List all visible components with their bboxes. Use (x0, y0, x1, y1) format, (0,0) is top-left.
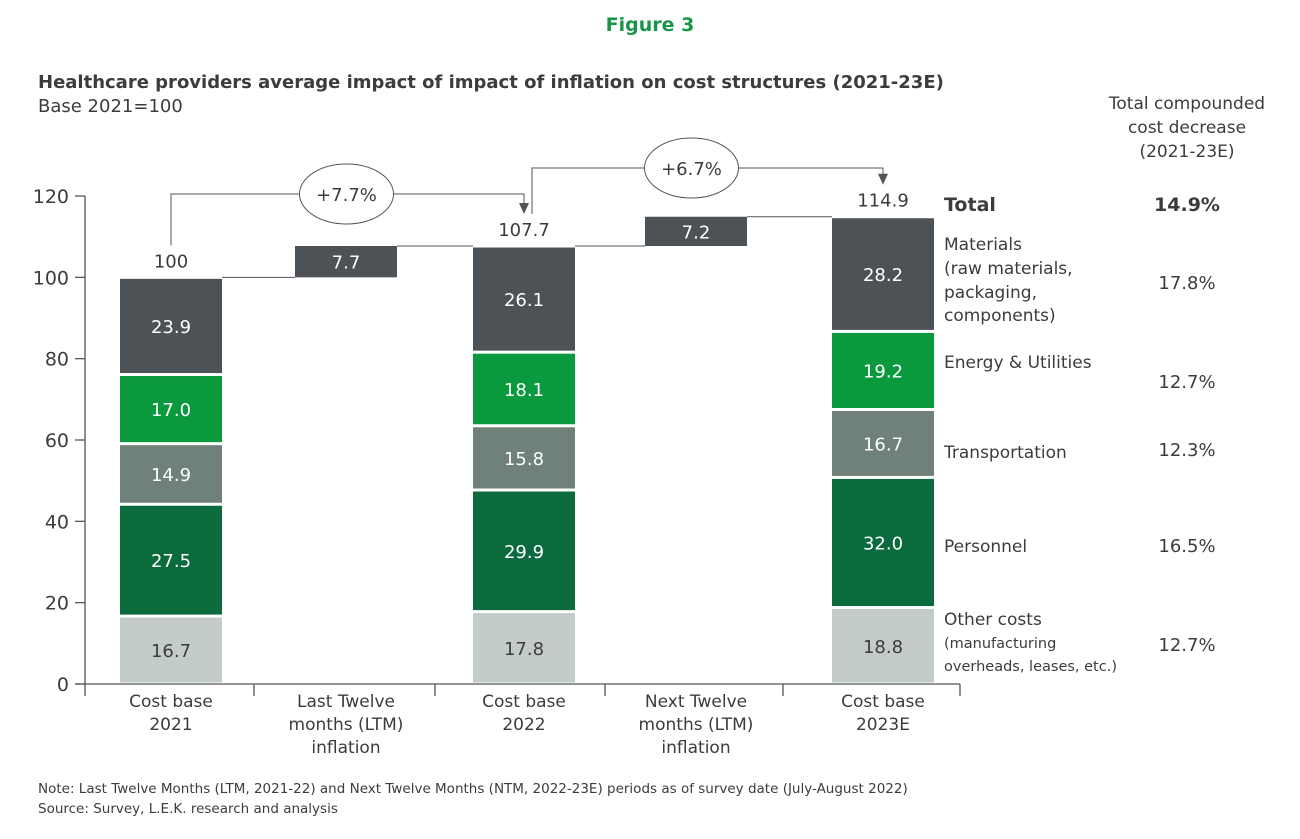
callout-label: +6.7% (661, 159, 722, 180)
legend-label: Transportation (943, 443, 1067, 463)
bar-value-label: 14.9 (151, 465, 191, 486)
arrow-icon (519, 203, 529, 215)
bar-value-label: 27.5 (151, 551, 191, 572)
legend-label: Total (944, 194, 996, 216)
legend-label: packaging, (944, 283, 1037, 303)
bar-segment-other-costs (120, 617, 222, 683)
x-tick-label: Next Twelve (645, 692, 747, 712)
bar-value-label: 32.0 (863, 533, 903, 554)
bar-value-label: 16.7 (151, 641, 191, 662)
x-tick-label: Last Twelve (297, 692, 395, 712)
legend-label: (raw materials, (944, 259, 1073, 279)
y-tick-label: 80 (45, 349, 69, 371)
x-tick-label: 2023E (856, 715, 910, 735)
x-tick-label: 2022 (502, 715, 545, 735)
chart-title: Healthcare providers average impact of i… (38, 72, 944, 93)
bar-value-label: 29.9 (504, 542, 544, 563)
increment-bar (295, 246, 397, 278)
bar-segment-materials (473, 247, 575, 351)
callout-label: +7.7% (316, 185, 377, 206)
panel-value: 12.7% (1158, 635, 1215, 656)
bar-value-label: 28.2 (863, 265, 903, 286)
callout-bubble (299, 163, 394, 225)
callout-bubble (644, 137, 739, 199)
bar-segment-energy-utilities (832, 332, 934, 408)
chart-source: Source: Survey, L.E.K. research and anal… (38, 801, 338, 817)
bar-value-label: 16.7 (863, 434, 903, 455)
increment-label: 7.7 (332, 253, 361, 274)
y-tick-label: 120 (33, 186, 69, 208)
bar-value-label: 23.9 (151, 317, 191, 338)
x-tick-label: Cost base (129, 692, 213, 712)
x-tick-label: months (LTM) (289, 715, 404, 735)
bar-value-label: 18.1 (504, 380, 544, 401)
panel-header: (2021-23E) (1139, 142, 1234, 162)
y-tick-label: 100 (33, 267, 69, 289)
panel-header: Total compounded (1108, 94, 1265, 114)
bar-value-label: 18.8 (863, 637, 903, 658)
arrow-icon (878, 173, 888, 185)
y-tick-label: 60 (45, 430, 69, 452)
x-tick-label: Cost base (482, 692, 566, 712)
bar-segment-transportation (473, 427, 575, 489)
bar-segment-energy-utilities (120, 376, 222, 443)
bar-segment-materials (120, 278, 222, 374)
chart-note: Note: Last Twelve Months (LTM, 2021-22) … (38, 781, 908, 797)
legend-label: Materials (944, 235, 1022, 255)
bar-value-label: 17.0 (151, 400, 191, 421)
panel-value: 12.3% (1158, 440, 1215, 461)
panel-value: 17.8% (1158, 273, 1215, 294)
bar-segment-transportation (832, 411, 934, 476)
total-label: 107.7 (498, 220, 550, 241)
panel-value: 12.7% (1158, 372, 1215, 393)
increment-label: 7.2 (682, 222, 711, 243)
bar-segment-energy-utilities (473, 353, 575, 425)
y-tick-label: 0 (57, 674, 69, 696)
bar-segment-other-costs (473, 613, 575, 683)
x-tick-label: 2021 (149, 715, 192, 735)
bar-value-label: 26.1 (504, 290, 544, 311)
legend-label: components) (944, 306, 1056, 326)
figure-label: Figure 3 (606, 14, 695, 36)
bar-segment-personnel (120, 505, 222, 615)
x-tick-label: Cost base (841, 692, 925, 712)
legend-label: overheads, leases, etc.) (944, 659, 1117, 675)
bar-segment-materials (832, 218, 934, 330)
bar-segment-personnel (832, 478, 934, 607)
x-tick-label: inflation (661, 738, 730, 758)
bar-value-label: 17.8 (504, 639, 544, 660)
total-label: 114.9 (857, 191, 909, 212)
panel-value: 16.5% (1158, 536, 1215, 557)
bar-value-label: 19.2 (863, 361, 903, 382)
x-tick-label: inflation (311, 738, 380, 758)
legend-label: (manufacturing (944, 636, 1056, 652)
panel-header: cost decrease (1128, 118, 1246, 138)
total-label: 100 (154, 251, 188, 272)
chart-subtitle: Base 2021=100 (38, 96, 183, 117)
legend-label: Other costs (944, 610, 1042, 630)
bar-value-label: 15.8 (504, 449, 544, 470)
bar-segment-transportation (120, 445, 222, 503)
y-tick-label: 20 (45, 593, 69, 615)
increment-bar (645, 216, 747, 247)
bar-segment-other-costs (832, 609, 934, 683)
legend-label: Energy & Utilities (944, 353, 1092, 373)
y-tick-label: 40 (45, 511, 69, 533)
legend-label: Personnel (944, 537, 1027, 557)
x-tick-label: months (LTM) (639, 715, 754, 735)
panel-value: 14.9% (1154, 194, 1220, 216)
bar-segment-personnel (473, 491, 575, 611)
